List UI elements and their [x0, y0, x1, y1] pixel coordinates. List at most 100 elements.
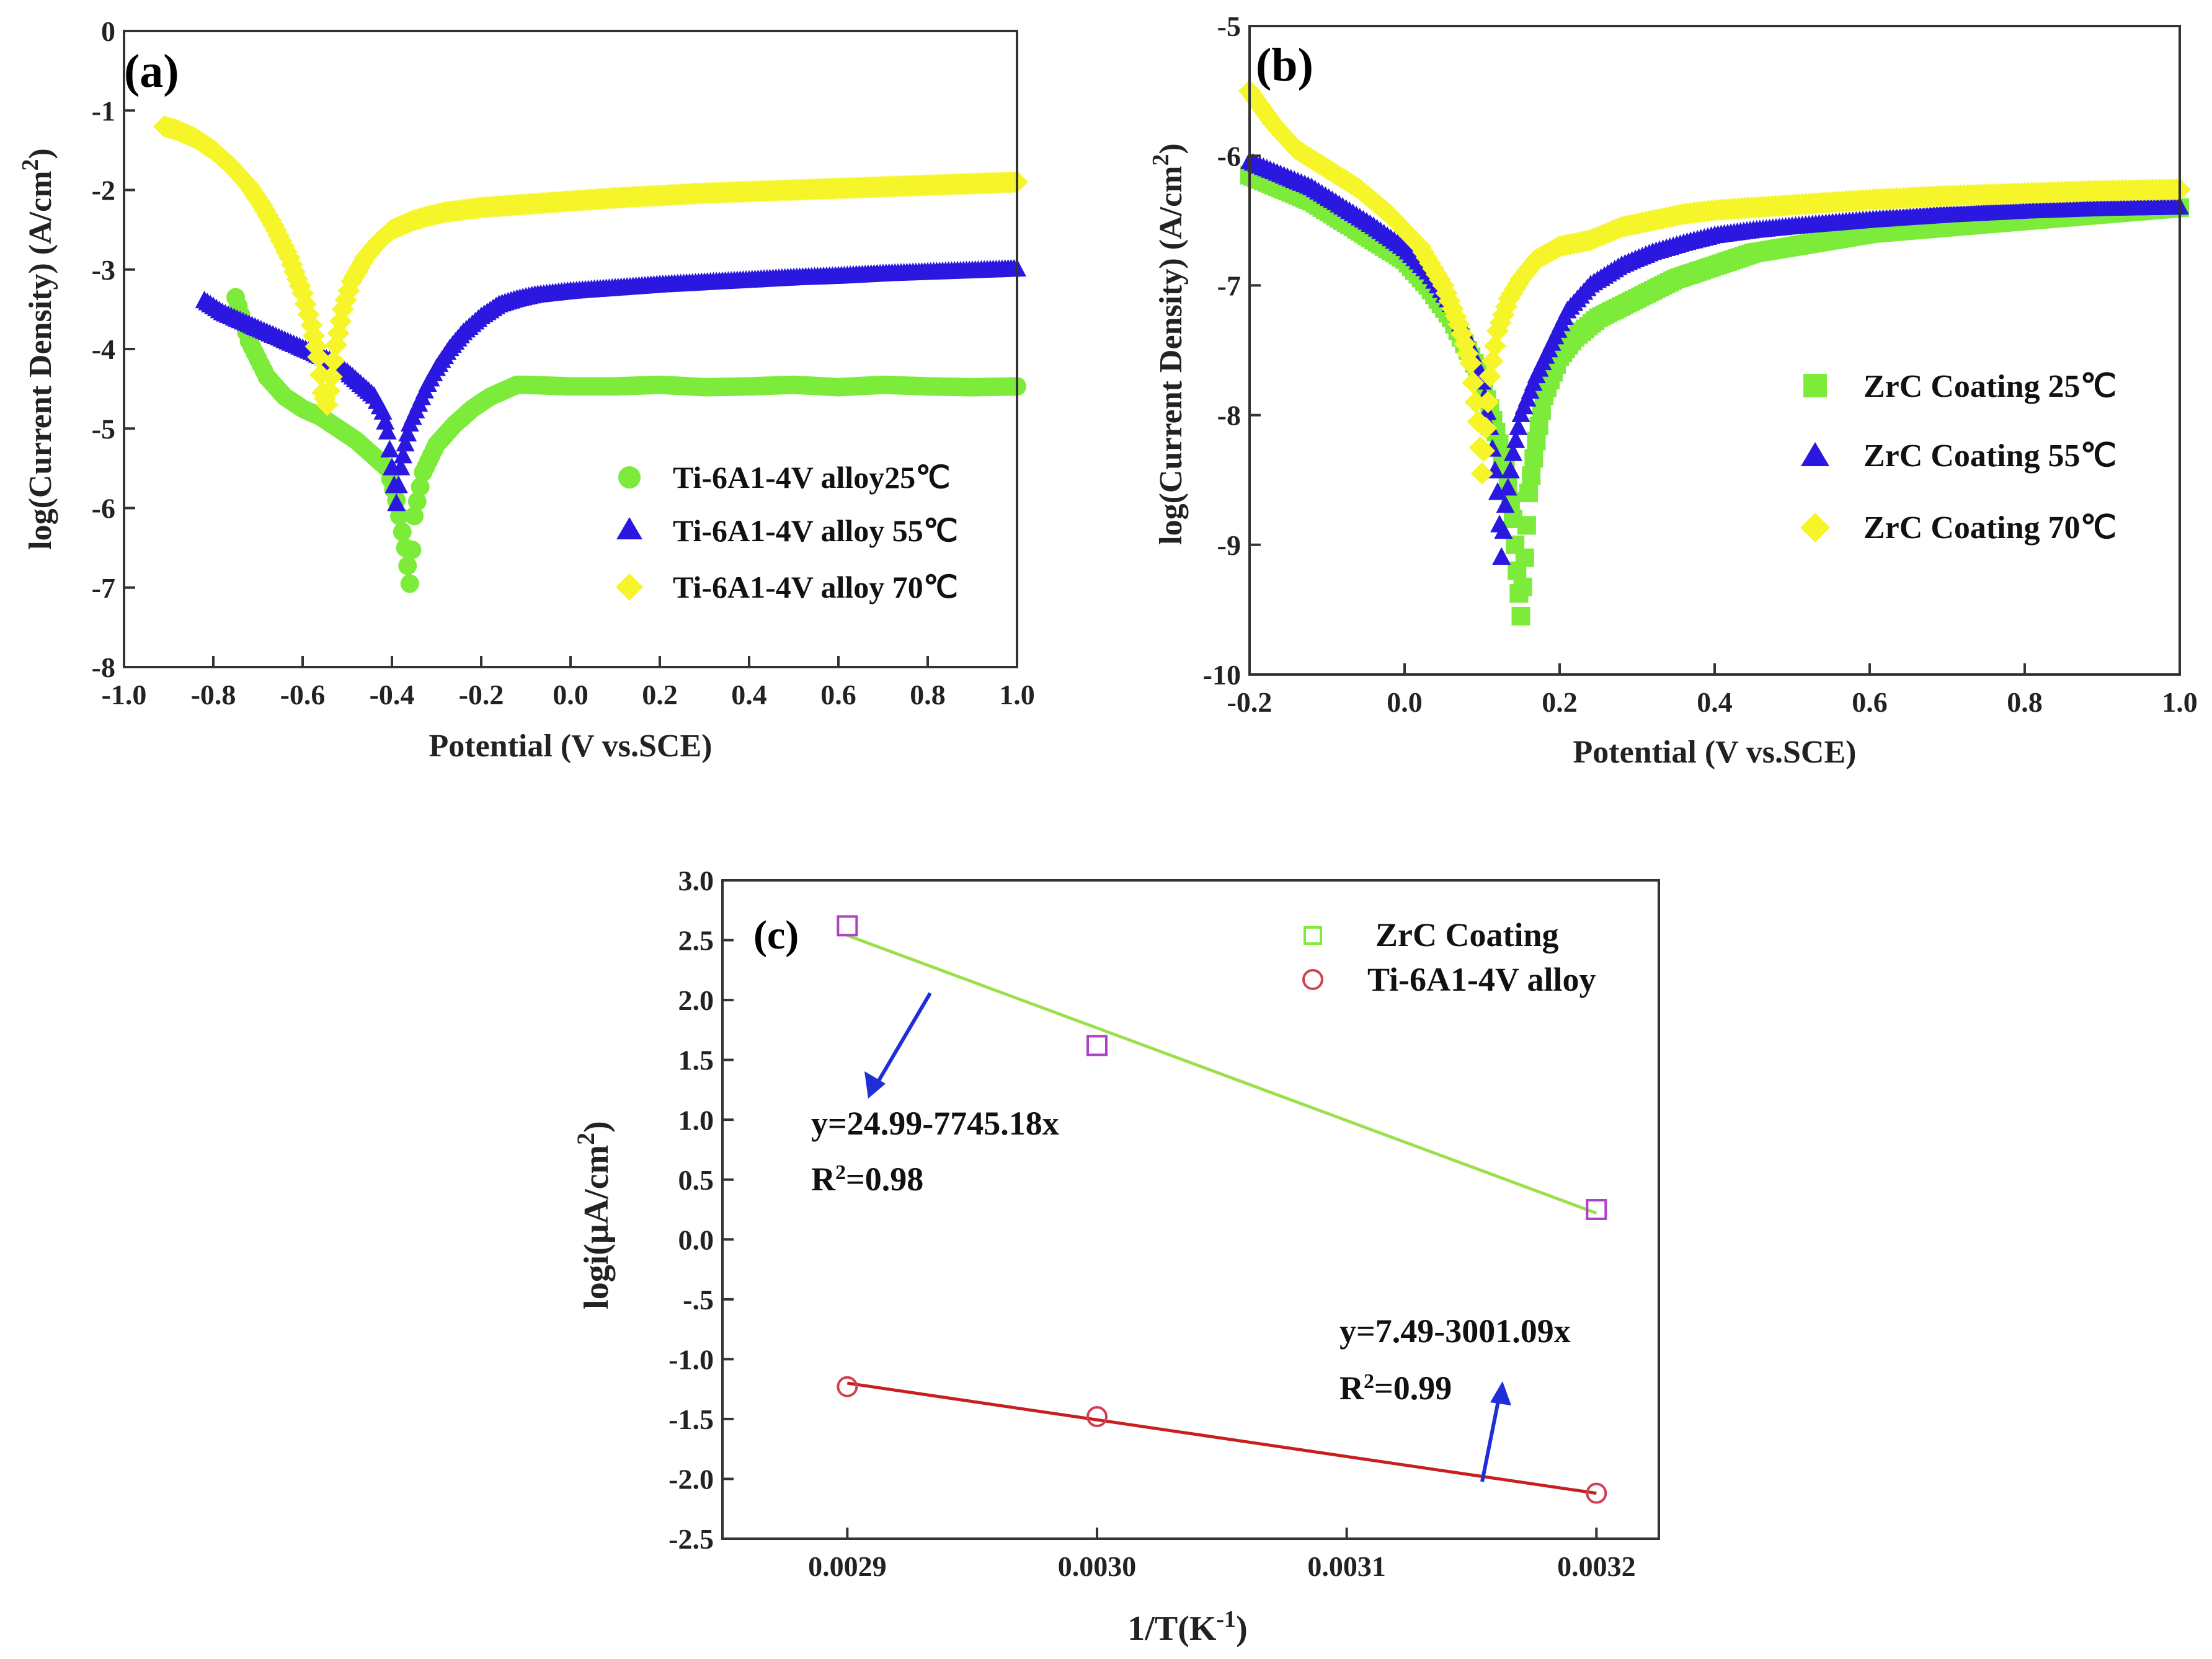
annotation-ti-r2: R2=0.99	[1339, 1369, 1452, 1407]
panel-c-fit-line-1	[846, 1381, 1597, 1495]
a-xtick-label-9: 0.8	[910, 679, 946, 710]
c-xtick-label-2: 0.0031	[1307, 1551, 1386, 1582]
panel-b-series-0-point-89	[1524, 449, 1544, 468]
panel-a-series-1-point-72	[398, 423, 417, 442]
panel-c-marks	[837, 915, 1607, 1504]
b-ytick-label-4: -9	[1217, 529, 1241, 561]
b-xtick-label-3: 0.4	[1697, 686, 1733, 718]
panel-a-series-1-point-69	[391, 458, 411, 476]
legend-a-label-0: Ti-6A1-4V alloy25℃	[673, 460, 950, 495]
annotation-zrc: y=24.99-7745.18x R2=0.98	[811, 992, 1059, 1198]
c-ytick-label-7: -.5	[683, 1284, 714, 1316]
panel-a-series-1-point-67	[387, 493, 406, 511]
a-ytick-label-8: -8	[92, 652, 115, 683]
a-xtick-label-1: -0.8	[191, 679, 236, 710]
annotation-ti: y=7.49-3001.09x R2=0.99	[1339, 1312, 1571, 1482]
legend-c-marker-1	[1302, 969, 1323, 990]
c-ytick-label-9: -1.5	[668, 1404, 714, 1435]
panel-a-series-1-point-63	[378, 422, 397, 440]
panel-b-series-2-point-76	[1481, 350, 1504, 373]
legend-c-marker-0	[1304, 926, 1322, 945]
legend-a-marker-1	[616, 517, 642, 539]
panel-c-legend: ZrC Coating Ti-6A1-4V alloy	[1302, 916, 1596, 998]
c-ytick-label-5: 0.5	[678, 1164, 714, 1196]
b-ytick-label-0: -5	[1217, 11, 1241, 42]
legend-a-label-1: Ti-6A1-4V alloy 55℃	[673, 513, 958, 548]
panel-b-series-1	[1240, 151, 2189, 565]
panel-b-series-2-point-71	[1471, 462, 1493, 485]
a-xtick-label-0: -1.0	[102, 679, 147, 710]
a-xtick-label-7: 0.4	[731, 679, 767, 710]
annotation-zrc-r2-main: R	[811, 1161, 836, 1198]
panel-b-label: (b)	[1256, 39, 1313, 91]
panel-a-series-2-point-52	[300, 314, 323, 337]
c-ytick-label-2: 2.0	[678, 984, 714, 1016]
b-xtick-label-4: 0.6	[1852, 686, 1888, 718]
panel-b-series-2-point-66	[1459, 352, 1482, 374]
legend-c-label-0: ZrC Coating	[1375, 916, 1559, 953]
c-ytick-label-3: 1.5	[678, 1045, 714, 1076]
a-ytick-label-5: -5	[92, 413, 115, 445]
panel-b-series-1-point-77	[1492, 547, 1511, 565]
panel-a-ylabel-tail: )	[23, 148, 58, 159]
panel-a-series-0-point-56	[390, 507, 409, 526]
panel-a-series-0-point-59	[398, 556, 417, 575]
panel-c-label: (c)	[753, 913, 799, 958]
panel-c-ticks: 0.0029 0.0030 0.0031 0.0032 3.0 2.5 2.0 1.5 1.0 0…	[668, 865, 1635, 1582]
b-xtick-label-2: 0.2	[1542, 686, 1578, 718]
b-xtick-label-0: -0.2	[1227, 686, 1273, 718]
legend-a-marker-2	[616, 573, 643, 601]
c-ytick-label-6: 0.0	[678, 1224, 714, 1255]
panel-c-ylabel-tail: )	[577, 1121, 616, 1133]
panel-a-series-0-point-61	[402, 540, 422, 559]
panel-b-series-2-point-73	[1475, 417, 1498, 440]
panel-b-ylabel-main: log(Current Density) (A/cm	[1153, 166, 1189, 544]
panel-c-series-1	[837, 1376, 1607, 1504]
panel-a-series-2-point-61	[320, 365, 343, 388]
panel-a-series-2-point-60	[318, 379, 341, 402]
panel-b-marks	[1238, 79, 2191, 626]
a-xtick-label-2: -0.6	[280, 679, 326, 710]
panel-a-series-1-point-62	[376, 412, 395, 430]
panel-b-series-0-point-84	[1513, 577, 1532, 596]
panel-c-ylabel: logi(μA/cm2)	[572, 1121, 616, 1309]
annotation-ti-r2-tail: =0.99	[1374, 1369, 1452, 1407]
a-ytick-label-2: -2	[92, 175, 115, 206]
panel-c-xlabel-main: 1/T(K	[1127, 1609, 1217, 1648]
c-ytick-label-1: 2.5	[678, 925, 714, 957]
panel-a-series-2-point-55	[307, 345, 330, 368]
panel-b-series-1-point-78	[1494, 521, 1513, 539]
annotation-zrc-arrow-shaft	[873, 992, 932, 1089]
annotation-ti-arrow-shaft	[1480, 1394, 1501, 1482]
b-xtick-label-6: 1.0	[2162, 686, 2198, 718]
panel-b-legend: ZrC Coating 25℃ ZrC Coating 55℃ ZrC Coat…	[1800, 369, 2117, 546]
a-ytick-label-0: 0	[101, 15, 115, 47]
annotation-zrc-arrowhead	[864, 1071, 886, 1099]
panel-a-series-0-point-60	[400, 574, 419, 593]
c-ytick-label-11: -2.5	[668, 1523, 714, 1555]
panel-c: 0.0029 0.0030 0.0031 0.0032 3.0 2.5 2.0 1.5 1.0 0…	[572, 865, 1660, 1648]
panel-a-xlabel: Potential (V vs.SCE)	[429, 728, 713, 764]
panel-c-xlabel-sup: -1	[1216, 1606, 1236, 1632]
panel-c-fit-line-0	[846, 934, 1597, 1215]
panel-b-ylabel-tail: )	[1153, 143, 1189, 154]
a-ytick-label-7: -7	[92, 572, 115, 604]
panel-a-series-0	[226, 288, 1026, 593]
panel-a-ylabel-main: log(Current Density) (A/cm	[23, 170, 58, 549]
panel-a-ylabel: log(Current Density) (A/cm2)	[17, 148, 58, 550]
annotation-ti-r2-main: R	[1339, 1369, 1364, 1407]
panel-b-series-1-point-81	[1501, 461, 1520, 479]
panel-c-ylabel-main: logi(μA/cm	[577, 1145, 616, 1309]
panel-b-ylabel: log(Current Density) (A/cm2)	[1148, 143, 1189, 545]
panel-a-series-0-point-62	[405, 507, 424, 526]
panel-a-series-2	[153, 115, 1028, 416]
panel-b-ticks: -0.2 0.0 0.2 0.4 0.6 0.8 1.0 -5 -6 -7 -8 -9 -10	[1203, 11, 2198, 718]
panel-a-ticks: -1.0 -0.8 -0.6 -0.4 -0.2 0.0 0.2 0.4 0.6 0.8 1.0 0 -…	[92, 15, 1035, 710]
panel-c-series-1-point-2	[1586, 1482, 1607, 1504]
panel-b-series-2-point-68	[1464, 391, 1487, 414]
panel-b-series-1-point-79	[1496, 495, 1515, 513]
legend-b-marker-0	[1803, 374, 1827, 397]
panel-a-series-0-point-64	[411, 477, 430, 497]
panel-c-series-1-point-0	[837, 1376, 858, 1397]
panel-c-frame	[721, 879, 1660, 1540]
